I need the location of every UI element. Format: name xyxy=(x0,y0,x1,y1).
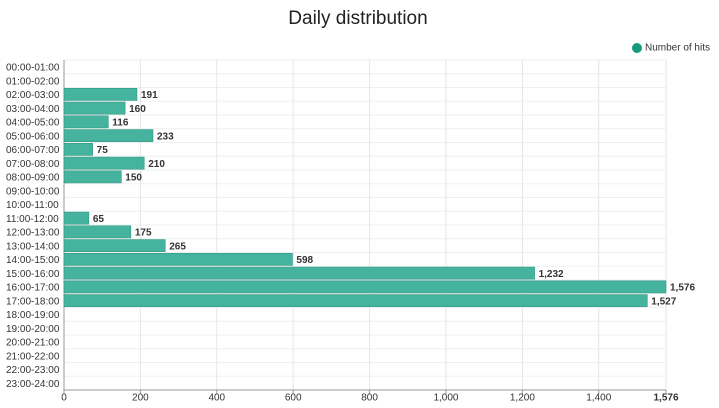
y-tick-label: 13:00-14:00 xyxy=(6,241,60,252)
value-label: 598 xyxy=(296,255,313,266)
value-label: 175 xyxy=(135,228,152,239)
value-label: 265 xyxy=(169,241,186,252)
bar xyxy=(63,266,535,280)
y-tick-label: 10:00-11:00 xyxy=(6,200,59,211)
y-tick-label: 18:00-19:00 xyxy=(6,310,60,321)
value-label: 210 xyxy=(148,159,165,170)
y-tick-label: 14:00-15:00 xyxy=(6,255,60,266)
y-tick-label: 21:00-22:00 xyxy=(6,351,60,362)
bar xyxy=(63,280,667,294)
y-tick-label: 23:00-24:00 xyxy=(6,379,60,390)
y-tick-label: 05:00-06:00 xyxy=(6,131,60,142)
y-tick-label: 11:00-12:00 xyxy=(6,214,59,225)
bar xyxy=(63,225,132,239)
value-label: 233 xyxy=(157,131,174,142)
bar xyxy=(63,294,648,307)
y-tick-label: 15:00-16:00 xyxy=(6,269,60,280)
y-tick-label: 00:00-01:00 xyxy=(6,63,60,74)
legend-label: Number of hits xyxy=(645,43,710,54)
y-tick-label: 06:00-07:00 xyxy=(6,145,60,156)
y-tick-label: 19:00-20:00 xyxy=(6,324,60,335)
chart-title: Daily distribution xyxy=(288,8,427,29)
bar xyxy=(63,170,122,184)
bar xyxy=(63,129,154,142)
x-tick-label: 1,000 xyxy=(433,393,458,404)
bar xyxy=(63,211,90,225)
x-tick-label: 1,576 xyxy=(653,393,678,404)
y-tick-label: 22:00-23:00 xyxy=(6,365,60,376)
bar xyxy=(63,115,109,129)
value-label: 191 xyxy=(141,90,158,101)
bar xyxy=(63,239,166,252)
value-label: 160 xyxy=(129,104,146,115)
x-tick-label: 1,200 xyxy=(510,393,535,404)
value-label: 1,576 xyxy=(670,283,695,294)
y-tick-label: 08:00-09:00 xyxy=(6,173,60,184)
y-tick-label: 02:00-03:00 xyxy=(6,90,60,101)
bar xyxy=(63,253,293,266)
value-label: 75 xyxy=(97,145,109,156)
bar xyxy=(63,143,93,156)
y-tick-label: 16:00-17:00 xyxy=(6,283,60,294)
x-tick-label: 600 xyxy=(285,393,302,404)
legend-marker xyxy=(631,43,642,53)
bar xyxy=(63,101,126,115)
y-tick-label: 07:00-08:00 xyxy=(6,159,60,170)
bar xyxy=(63,156,145,170)
x-tick-label: 400 xyxy=(208,393,225,404)
x-tick-label: 200 xyxy=(132,393,149,404)
value-label: 1,527 xyxy=(651,296,676,307)
bar xyxy=(63,88,138,101)
value-label: 116 xyxy=(112,118,129,129)
x-tick-label: 1,400 xyxy=(586,393,611,404)
value-label: 150 xyxy=(125,173,142,184)
y-tick-label: 17:00-18:00 xyxy=(6,296,60,307)
x-tick-label: 0 xyxy=(61,393,67,404)
y-tick-label: 03:00-04:00 xyxy=(6,104,60,115)
y-tick-label: 20:00-21:00 xyxy=(6,338,60,349)
y-tick-label: 04:00-05:00 xyxy=(6,118,60,129)
x-tick-label: 800 xyxy=(361,393,378,404)
value-label: 65 xyxy=(93,214,105,225)
y-tick-label: 09:00-10:00 xyxy=(6,186,60,197)
value-label: 1,232 xyxy=(539,269,564,280)
y-tick-label: 12:00-13:00 xyxy=(6,228,60,239)
y-tick-label: 01:00-02:00 xyxy=(6,76,60,87)
